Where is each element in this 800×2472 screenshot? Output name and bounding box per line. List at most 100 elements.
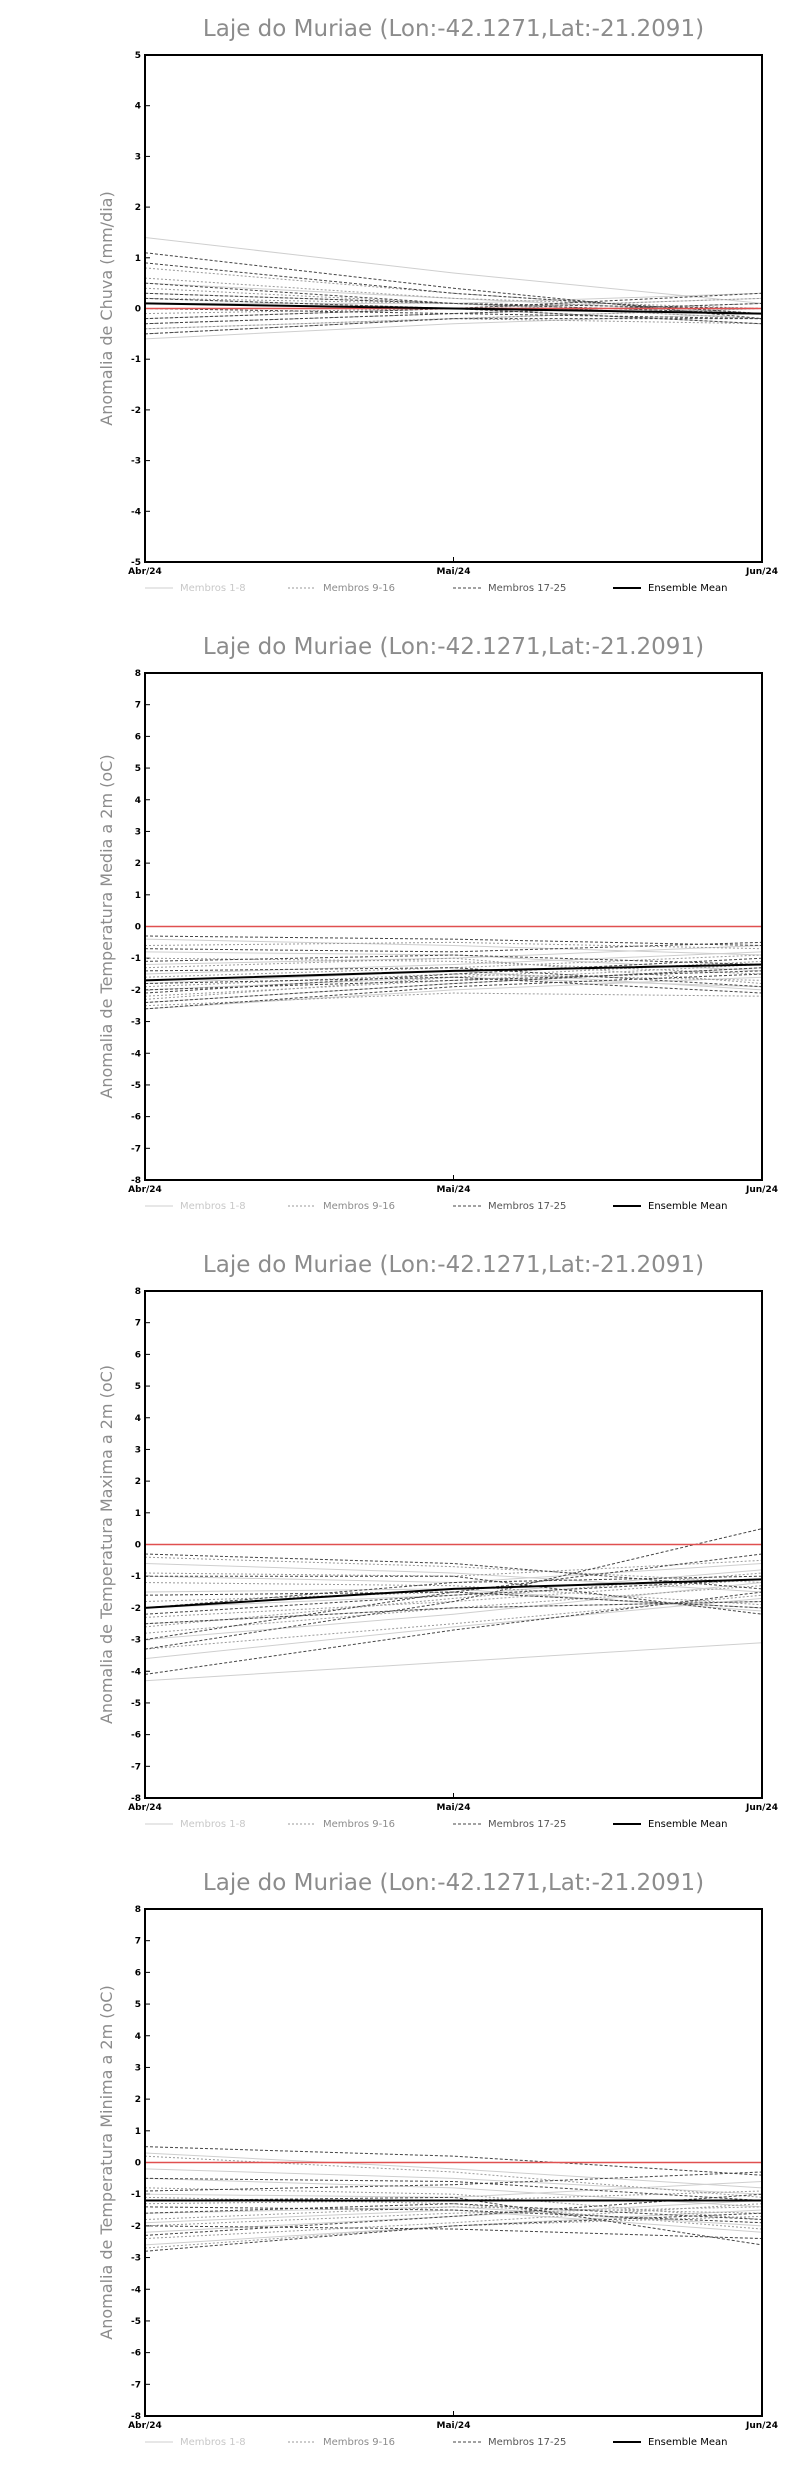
member-line-9-16 [144, 2206, 763, 2227]
member-line-17-25 [144, 1578, 763, 1615]
plot-frame [144, 1908, 763, 2417]
y-tick-label: 2 [135, 1477, 141, 1487]
legend-entry: Membros 9-16 [323, 1201, 395, 1212]
member-line-1-8 [144, 1597, 763, 1660]
y-axis-label: Anomalia de Temperatura Maxima a 2m (oC) [97, 1365, 116, 1724]
legend-entry: Membros 9-16 [323, 583, 395, 594]
member-line-9-16 [144, 302, 763, 325]
y-tick-label: -4 [131, 1667, 141, 1677]
y-tick-label: 4 [135, 796, 141, 806]
y-tick-label: 5 [135, 764, 141, 774]
y-tick-label: -2 [131, 986, 141, 996]
member-line-1-8 [144, 1642, 763, 1682]
legend-entry: Ensemble Mean [648, 583, 727, 594]
y-tick-label: 1 [135, 2127, 141, 2137]
y-tick-label: -3 [131, 1636, 141, 1646]
y-tick-label: -1 [131, 2190, 141, 2200]
member-line-9-16 [144, 287, 763, 315]
member-line-17-25 [144, 2212, 763, 2252]
y-tick-label: -5 [131, 558, 141, 568]
member-line-9-16 [144, 267, 763, 315]
y-tick-label: -8 [131, 1176, 141, 1186]
member-line-9-16 [144, 960, 763, 1000]
member-line-9-16 [144, 973, 763, 988]
y-tick-label: 0 [135, 923, 141, 933]
y-tick-label: 8 [135, 1905, 141, 1915]
legend-entry: Membros 1-8 [180, 583, 246, 594]
y-tick-label: 6 [135, 732, 141, 742]
member-line-17-25 [144, 2193, 763, 2236]
member-line-9-16 [144, 1556, 763, 1584]
y-axis-label: Anomalia de Temperatura Minima a 2m (oC) [97, 1985, 116, 2339]
member-line-17-25 [144, 1601, 763, 1625]
member-line-17-25 [144, 1528, 763, 1650]
legend-entry: Membros 17-25 [488, 2437, 566, 2448]
y-tick-label: 2 [135, 859, 141, 869]
member-line-17-25 [144, 1591, 763, 1609]
member-line-17-25 [144, 262, 763, 315]
y-tick-label: 6 [135, 1968, 141, 1978]
plot-frame [144, 54, 763, 563]
y-tick-label: -6 [131, 1731, 141, 1741]
y-tick-label: -2 [131, 406, 141, 416]
x-tick-label: Abr/24 [128, 1185, 162, 1195]
member-line-1-8 [144, 237, 763, 304]
y-tick-label: -4 [131, 1049, 141, 1059]
member-line-9-16 [144, 2155, 763, 2198]
y-tick-label: -3 [131, 2254, 141, 2264]
member-line-17-25 [144, 308, 763, 320]
x-tick-label: Jun/24 [745, 567, 778, 577]
member-line-17-25 [144, 2206, 763, 2224]
x-tick-label: Mai/24 [437, 567, 471, 577]
member-line-9-16 [144, 2215, 763, 2249]
y-tick-label: 1 [135, 1509, 141, 1519]
member-line-17-25 [144, 967, 763, 988]
member-line-17-25 [144, 954, 763, 966]
member-line-9-16 [144, 2187, 763, 2221]
legend-entry: Membros 1-8 [180, 1201, 246, 1212]
x-tick-label: Mai/24 [437, 2421, 471, 2431]
member-line-17-25 [144, 2203, 763, 2221]
y-tick-label: 7 [135, 1319, 141, 1329]
member-line-17-25 [144, 973, 763, 1010]
y-tick-label: -2 [131, 2222, 141, 2232]
legend-entry: Membros 1-8 [180, 1819, 246, 1830]
legend-entry: Ensemble Mean [648, 1819, 727, 1830]
member-line-17-25 [144, 2225, 763, 2240]
member-line-1-8 [144, 292, 763, 320]
legend-entry: Membros 9-16 [323, 2437, 395, 2448]
y-tick-label: 4 [135, 2032, 141, 2042]
y-tick-label: -3 [131, 457, 141, 467]
member-line-17-25 [144, 976, 763, 994]
member-line-9-16 [144, 941, 763, 950]
y-tick-label: -1 [131, 954, 141, 964]
member-line-1-8 [144, 1563, 763, 1593]
member-line-17-25 [144, 967, 763, 1004]
y-tick-label: 8 [135, 669, 141, 679]
member-line-17-25 [144, 1553, 763, 1590]
x-tick-label: Abr/24 [128, 1803, 162, 1813]
x-tick-label: Jun/24 [745, 1185, 778, 1195]
y-tick-label: 7 [135, 701, 141, 711]
y-tick-label: 7 [135, 1937, 141, 1947]
member-line-17-25 [144, 302, 763, 325]
y-tick-label: -4 [131, 2285, 141, 2295]
legend-entry: Membros 9-16 [323, 1819, 395, 1830]
member-line-1-8 [144, 2152, 763, 2189]
member-line-17-25 [145, 1575, 763, 1615]
member-line-1-8 [144, 976, 763, 1010]
y-axis-label: Anomalia de Chuva (mm/dia) [97, 191, 116, 425]
ensemble-mean-line [144, 963, 763, 982]
member-line-17-25 [144, 2196, 763, 2246]
legend-entry: Membros 17-25 [488, 1819, 566, 1830]
member-line-1-8 [144, 2168, 763, 2195]
legend-entry: Membros 17-25 [488, 1201, 566, 1212]
x-tick-label: Abr/24 [128, 2421, 162, 2431]
x-tick-label: Mai/24 [437, 1803, 471, 1813]
member-line-17-25 [144, 970, 763, 991]
y-tick-label: 6 [135, 1350, 141, 1360]
member-line-1-8 [144, 951, 763, 972]
member-line-1-8 [144, 2200, 763, 2233]
member-line-9-16 [144, 318, 763, 330]
